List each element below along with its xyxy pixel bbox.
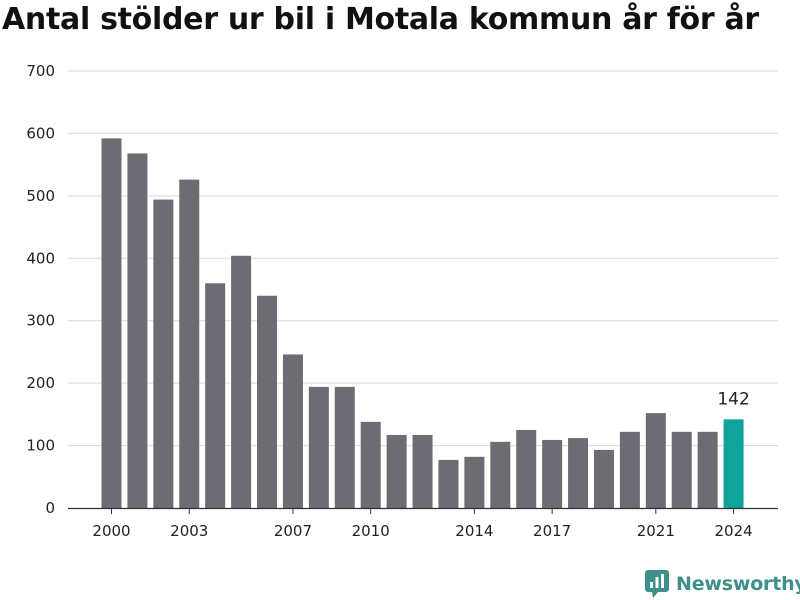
y-tick-label: 200	[26, 374, 55, 392]
x-tick-label: 2017	[533, 522, 571, 540]
x-tick-label: 2010	[352, 522, 390, 540]
bar-2004	[205, 283, 226, 508]
y-tick-label: 100	[26, 437, 55, 455]
bar-2013	[438, 459, 459, 508]
bar-2022	[671, 431, 692, 508]
y-tick-label: 500	[26, 187, 55, 205]
x-tick-label: 2007	[274, 522, 312, 540]
x-tick-label: 2003	[170, 522, 208, 540]
y-tick-label: 300	[26, 312, 55, 330]
newsworthy-brand: Newsworthy	[644, 569, 800, 599]
bar-2016	[516, 429, 537, 508]
y-tick-label: 700	[26, 62, 55, 80]
data-labels: 142	[717, 389, 749, 409]
brand-name: Newsworthy	[676, 573, 800, 595]
bar-2005	[231, 255, 252, 508]
y-tick-label: 0	[45, 499, 55, 517]
bar-2024	[723, 419, 744, 508]
grid-lines	[68, 70, 778, 447]
x-tick-label: 2000	[92, 522, 130, 540]
y-tick-label: 400	[26, 249, 55, 267]
y-axis-ticks: 0 100 200 300 400 500 600 700	[26, 62, 55, 517]
bars	[101, 138, 744, 509]
bar-2020	[619, 431, 640, 508]
bar-2023	[697, 431, 718, 508]
newsworthy-logo-icon	[645, 570, 669, 598]
bar-2018	[568, 438, 589, 508]
chart-title: Antal stölder ur bil i Motala kommun år …	[2, 2, 759, 37]
bar-2011	[386, 434, 407, 508]
bar-2008	[308, 386, 329, 508]
bar-2006	[257, 295, 278, 508]
bar-2014	[464, 456, 485, 508]
bar-2015	[490, 441, 511, 508]
bar-2017	[542, 439, 563, 508]
bar-2009	[334, 386, 355, 508]
bar-2000	[101, 138, 122, 509]
bar-2002	[153, 199, 174, 508]
bar-2012	[412, 434, 433, 508]
x-tick-label: 2014	[455, 522, 493, 540]
bar-2007	[282, 354, 303, 508]
bar-2010	[360, 421, 381, 508]
data-label-2024: 142	[717, 389, 749, 409]
x-tick-label: 2024	[714, 522, 752, 540]
bar-2021	[645, 413, 666, 508]
bar-2003	[179, 179, 200, 508]
y-tick-label: 600	[26, 124, 55, 142]
x-axis-ticks: 2000 2003 2007 2010 2014 2017 2021 2024	[92, 508, 753, 540]
x-tick-label: 2021	[637, 522, 675, 540]
bar-2001	[127, 153, 148, 508]
bar-2019	[593, 449, 614, 508]
